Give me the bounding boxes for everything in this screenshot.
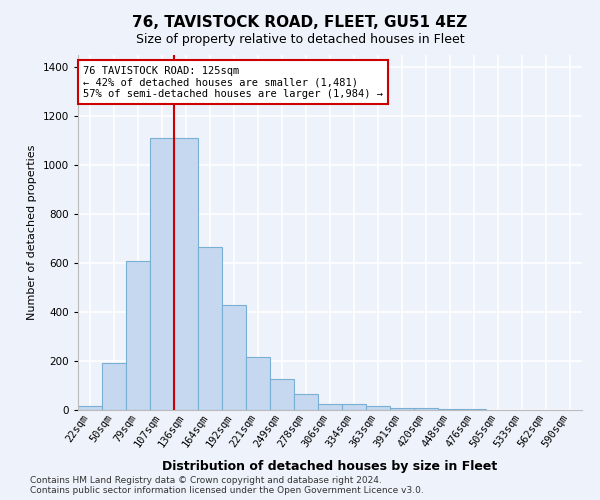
Bar <box>222 304 246 410</box>
Bar <box>438 409 462 410</box>
Bar <box>78 406 102 410</box>
Text: 76 TAVISTOCK ROAD: 125sqm
← 42% of detached houses are smaller (1,481)
57% of se: 76 TAVISTOCK ROAD: 125sqm ← 42% of detac… <box>83 66 383 99</box>
Bar <box>366 406 390 410</box>
Bar <box>150 138 174 410</box>
Bar <box>270 380 294 410</box>
Bar <box>414 408 438 410</box>
Bar <box>126 260 150 410</box>
Bar <box>174 138 198 410</box>
Y-axis label: Number of detached properties: Number of detached properties <box>27 145 37 320</box>
Bar <box>390 408 414 410</box>
Bar <box>318 404 342 410</box>
Text: Contains HM Land Registry data © Crown copyright and database right 2024.
Contai: Contains HM Land Registry data © Crown c… <box>30 476 424 495</box>
Bar <box>198 247 222 410</box>
Bar <box>102 364 126 410</box>
Text: Size of property relative to detached houses in Fleet: Size of property relative to detached ho… <box>136 32 464 46</box>
Bar <box>246 358 270 410</box>
Text: 76, TAVISTOCK ROAD, FLEET, GU51 4EZ: 76, TAVISTOCK ROAD, FLEET, GU51 4EZ <box>133 15 467 30</box>
Bar <box>342 404 366 410</box>
X-axis label: Distribution of detached houses by size in Fleet: Distribution of detached houses by size … <box>163 460 497 473</box>
Bar <box>294 394 318 410</box>
